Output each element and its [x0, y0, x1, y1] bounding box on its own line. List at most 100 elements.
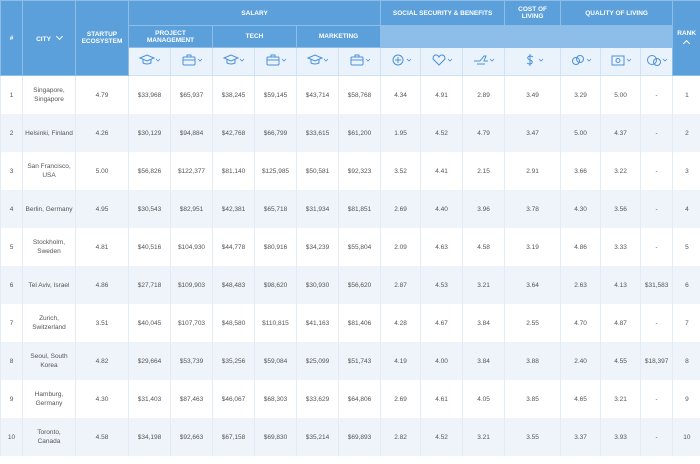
- value-cell: 3.85: [504, 380, 561, 418]
- value-cell: 3.52: [380, 152, 421, 190]
- value-cell: 3.93: [600, 418, 641, 456]
- value-cell: 5.00: [560, 114, 601, 152]
- value-cell: 4.91: [420, 75, 463, 114]
- rank-header-label: RANK: [677, 30, 697, 37]
- icon-cell[interactable]: [420, 47, 464, 76]
- value-cell: 4.40: [420, 190, 463, 228]
- value-cell: $44,778: [212, 228, 255, 266]
- table-row: 10 Toronto, Canada 4.58 $34,198 $92,663 $67,1…: [0, 418, 700, 456]
- value-cell: $40,516: [128, 228, 171, 266]
- table-row: 3 San Francisco, USA 5.00 $56,826 $122,377 $8…: [0, 152, 700, 190]
- quality-header: QUALITY OF LIVING: [560, 0, 674, 26]
- value-cell: 10: [672, 418, 700, 456]
- value-cell: $92,323: [337, 152, 381, 190]
- value-cell: 4.53: [420, 266, 463, 304]
- value-cell: 3.22: [600, 152, 641, 190]
- value-cell: 4.37: [600, 114, 641, 152]
- rank-header[interactable]: RANK: [672, 0, 700, 76]
- value-cell: $18,397: [640, 342, 673, 380]
- value-cell: 3.49: [504, 75, 561, 114]
- cost-header: COST OF LIVING: [504, 0, 562, 26]
- value-cell: 3.84: [462, 342, 505, 380]
- column-icon: [646, 55, 667, 66]
- value-cell: 2.89: [462, 75, 505, 114]
- value-cell: 5: [672, 228, 700, 266]
- value-cell: $66,799: [254, 114, 297, 152]
- city-cell: Stockholm, Sweden: [22, 228, 76, 266]
- icon-cell[interactable]: [504, 47, 562, 76]
- icon-cell[interactable]: [600, 47, 642, 76]
- value-cell: $33,968: [128, 75, 171, 114]
- city-header[interactable]: CITY: [22, 0, 76, 76]
- table-row: 1 Singapore, Singapore 4.79 $33,968 $65,937 $…: [0, 75, 700, 114]
- value-cell: $42,381: [212, 190, 255, 228]
- value-cell: 4.65: [560, 380, 601, 418]
- icon-cell[interactable]: [560, 47, 602, 76]
- value-cell: 2.09: [380, 228, 421, 266]
- icon-cell[interactable]: [640, 47, 674, 76]
- value-cell: 4.95: [75, 190, 129, 228]
- city-cell: Toronto, Canada: [22, 418, 76, 456]
- value-cell: 5.00: [75, 152, 129, 190]
- icon-cell[interactable]: [380, 47, 422, 76]
- icon-cell[interactable]: [212, 47, 255, 76]
- value-cell: 4.13: [600, 266, 641, 304]
- value-cell: $31,934: [296, 190, 339, 228]
- icon-cell[interactable]: [296, 47, 339, 76]
- salary-header: SALARY: [127, 0, 382, 26]
- value-cell: $48,483: [212, 266, 255, 304]
- value-cell: 3.21: [462, 418, 505, 456]
- column-icon: [182, 54, 202, 66]
- value-cell: 4.05: [462, 380, 505, 418]
- value-cell: $67,158: [212, 418, 255, 456]
- icon-cell[interactable]: [128, 47, 171, 76]
- value-cell: $110,815: [254, 304, 297, 342]
- value-cell: $43,714: [296, 75, 339, 114]
- value-cell: 4.55: [600, 342, 641, 380]
- value-cell: 4: [672, 190, 700, 228]
- value-cell: $53,739: [170, 342, 213, 380]
- value-cell: $33,615: [296, 114, 339, 152]
- value-cell: $122,377: [170, 152, 213, 190]
- value-cell: 2.55: [504, 304, 561, 342]
- value-cell: 2.69: [380, 380, 421, 418]
- city-header-label: CITY: [36, 35, 51, 43]
- number-header: #: [0, 0, 23, 76]
- value-cell: 4.63: [420, 228, 463, 266]
- value-cell: 3.56: [600, 190, 641, 228]
- value-cell: 1: [0, 75, 23, 114]
- icon-cell[interactable]: [337, 47, 382, 76]
- icon-cell[interactable]: [462, 47, 506, 76]
- icon-cell[interactable]: [170, 47, 213, 76]
- value-cell: 8: [672, 342, 700, 380]
- value-cell: $81,851: [337, 190, 381, 228]
- value-cell: 5.00: [600, 75, 641, 114]
- value-cell: $48,580: [212, 304, 255, 342]
- value-cell: 3.51: [75, 304, 129, 342]
- value-cell: 4.52: [420, 418, 463, 456]
- city-cell: Tel Aviv, Israel: [22, 266, 76, 304]
- value-cell: 3: [0, 152, 23, 190]
- value-cell: 1.95: [380, 114, 421, 152]
- value-cell: 2.15: [462, 152, 505, 190]
- value-cell: 3.29: [560, 75, 601, 114]
- value-cell: $35,256: [212, 342, 255, 380]
- column-icon: [306, 54, 328, 65]
- value-cell: 4.79: [462, 114, 505, 152]
- city-cell: Zurich, Switzerland: [22, 304, 76, 342]
- value-cell: 2: [0, 114, 23, 152]
- value-cell: $59,145: [254, 75, 297, 114]
- value-cell: 4.30: [560, 190, 601, 228]
- value-cell: 4.52: [420, 114, 463, 152]
- subheader-blank: [560, 25, 674, 48]
- icon-cell[interactable]: [254, 47, 297, 76]
- dropdown-icon: [55, 32, 63, 40]
- value-cell: 4.19: [380, 342, 421, 380]
- value-cell: -: [640, 304, 673, 342]
- value-cell: 4.67: [420, 304, 463, 342]
- value-cell: $69,830: [254, 418, 297, 456]
- value-cell: 10: [0, 418, 23, 456]
- sort-icon: [683, 39, 691, 48]
